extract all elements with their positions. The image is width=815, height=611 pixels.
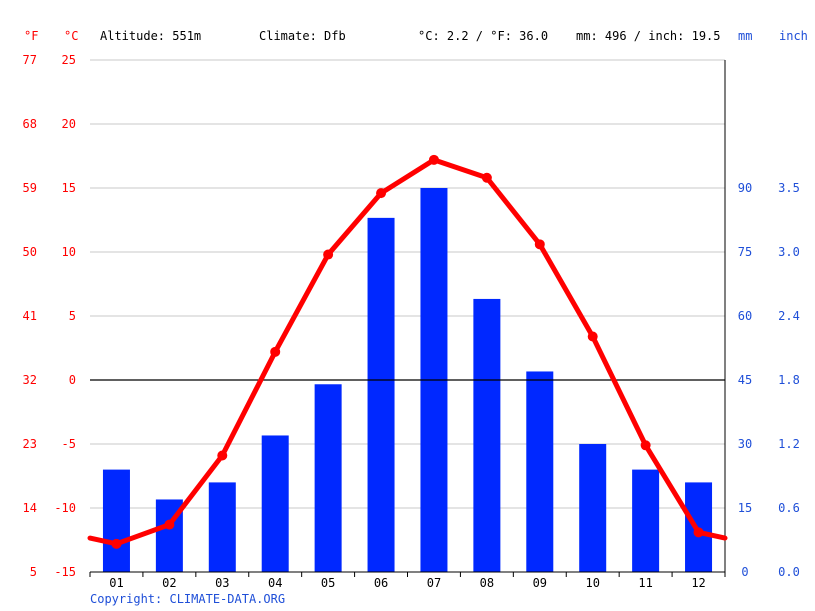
month-tick-label: 01 <box>109 576 123 590</box>
temperature-point <box>376 188 387 199</box>
month-tick-label: 05 <box>321 576 335 590</box>
month-tick-label: 04 <box>268 576 282 590</box>
month-tick-label: 10 <box>585 576 599 590</box>
fahrenheit-tick-label: 77 <box>23 53 37 67</box>
month-tick-label: 02 <box>162 576 176 590</box>
fahrenheit-tick-label: 32 <box>23 373 37 387</box>
celsius-tick-label: 20 <box>62 117 76 131</box>
unit-celsius-label: °C <box>64 29 78 43</box>
fahrenheit-tick-label: 23 <box>23 437 37 451</box>
month-tick-label: 03 <box>215 576 229 590</box>
celsius-tick-label: 5 <box>69 309 76 323</box>
temperature-point <box>428 154 439 165</box>
precipitation-bar <box>473 298 501 572</box>
unit-inch-label: inch <box>779 29 808 43</box>
temperature-point <box>217 450 228 461</box>
inch-tick-label: 3.5 <box>778 181 800 195</box>
temperature-point <box>640 440 651 451</box>
fahrenheit-tick-label: 59 <box>23 181 37 195</box>
temperature-point <box>534 239 545 250</box>
climate-label: Climate: Dfb <box>259 29 346 43</box>
precipitation-bar <box>632 469 660 572</box>
mm-tick-label: 60 <box>738 309 752 323</box>
mm-tick-label: 45 <box>738 373 752 387</box>
temperature-line <box>87 154 728 549</box>
grid-lines <box>90 59 725 509</box>
celsius-tick-label: -15 <box>54 565 76 579</box>
precipitation-bar <box>314 384 342 572</box>
celsius-tick-label: 25 <box>62 53 76 67</box>
temperature-point <box>270 346 281 357</box>
month-tick-label: 08 <box>480 576 494 590</box>
inch-tick-label: 3.0 <box>778 245 800 259</box>
inch-tick-label: 0.0 <box>778 565 800 579</box>
month-tick-label: 07 <box>427 576 441 590</box>
temperature-point <box>481 172 492 183</box>
unit-mm-label: mm <box>738 29 752 43</box>
mm-tick-label: 15 <box>738 501 752 515</box>
celsius-tick-label: 0 <box>69 373 76 387</box>
fahrenheit-tick-label: 50 <box>23 245 37 259</box>
inch-tick-label: 2.4 <box>778 309 800 323</box>
fahrenheit-tick-label: 41 <box>23 309 37 323</box>
month-tick-label: 09 <box>533 576 547 590</box>
inch-tick-label: 1.8 <box>778 373 800 387</box>
mm-tick-label: 75 <box>738 245 752 259</box>
precipitation-bar <box>526 371 554 572</box>
fahrenheit-tick-label: 68 <box>23 117 37 131</box>
temp-average-label: °C: 2.2 / °F: 36.0 <box>418 29 548 43</box>
temperature-series-line <box>87 157 728 547</box>
temperature-point <box>164 519 175 530</box>
precipitation-bar <box>208 482 236 572</box>
inch-tick-label: 0.6 <box>778 501 800 515</box>
celsius-tick-label: -5 <box>62 437 76 451</box>
unit-fahrenheit-label: °F <box>24 29 38 43</box>
temperature-point <box>111 538 122 549</box>
chart-axes <box>89 60 726 577</box>
precipitation-bar <box>685 482 713 572</box>
month-tick-label: 06 <box>374 576 388 590</box>
fahrenheit-tick-label: 5 <box>30 565 37 579</box>
mm-tick-label: 30 <box>738 437 752 451</box>
temperature-point <box>587 331 598 342</box>
fahrenheit-tick-label: 14 <box>23 501 37 515</box>
mm-tick-label: 0 <box>741 565 748 579</box>
celsius-tick-label: -10 <box>54 501 76 515</box>
precipitation-bar <box>579 444 607 572</box>
precipitation-bars <box>102 188 713 572</box>
inch-tick-label: 1.2 <box>778 437 800 451</box>
mm-tick-label: 90 <box>738 181 752 195</box>
altitude-label: Altitude: 551m <box>100 29 201 43</box>
precipitation-bar <box>102 469 130 572</box>
celsius-tick-label: 10 <box>62 245 76 259</box>
precipitation-bar <box>261 435 289 572</box>
precip-average-label: mm: 496 / inch: 19.5 <box>576 29 721 43</box>
month-tick-label: 11 <box>638 576 652 590</box>
precipitation-bar <box>367 217 395 572</box>
celsius-tick-label: 15 <box>62 181 76 195</box>
temperature-point <box>323 249 334 260</box>
copyright-text: Copyright: CLIMATE-DATA.ORG <box>90 592 286 606</box>
temperature-point <box>693 527 704 538</box>
month-tick-label: 12 <box>691 576 705 590</box>
